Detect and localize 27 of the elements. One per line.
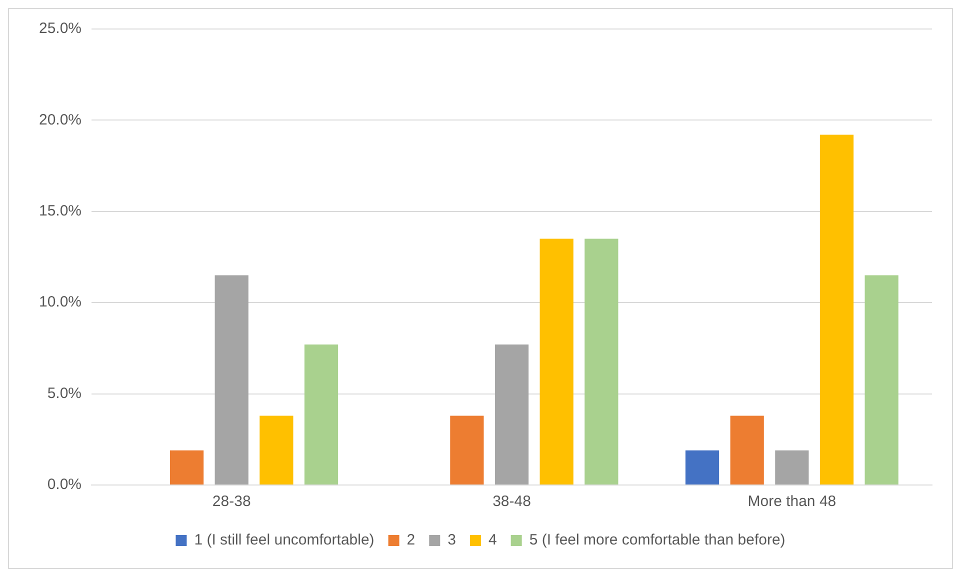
- bar: [730, 416, 764, 484]
- legend-label: 5 (I feel more comfortable than before): [529, 532, 786, 549]
- bar: [494, 344, 529, 484]
- bar: [540, 238, 574, 484]
- bar: [214, 275, 248, 484]
- bar: [820, 134, 854, 484]
- y-tick-label: 20.0%: [38, 111, 82, 128]
- legend-label: 3: [448, 532, 456, 549]
- bar: [450, 416, 484, 484]
- bar: [584, 238, 618, 484]
- y-tick-label: 5.0%: [47, 384, 82, 402]
- x-tick-label: 38-48: [492, 493, 531, 510]
- bar: [685, 450, 720, 484]
- bar: [260, 416, 294, 484]
- y-tick-label: 10.0%: [38, 294, 82, 311]
- bar: [170, 450, 204, 484]
- legend-label: 4: [488, 532, 497, 549]
- y-tick-label: 25.0%: [38, 20, 82, 38]
- legend-label: 1 (I still feel uncomfortable): [194, 532, 374, 549]
- legend-label: 2: [406, 532, 416, 549]
- x-tick-label: More than 48: [748, 493, 836, 510]
- bar: [304, 344, 338, 484]
- x-tick-label: 28-38: [212, 493, 251, 510]
- y-tick-label: 0.0%: [47, 476, 82, 494]
- bar: [864, 275, 898, 484]
- bar: [775, 450, 809, 484]
- y-tick-label: 15.0%: [38, 202, 82, 220]
